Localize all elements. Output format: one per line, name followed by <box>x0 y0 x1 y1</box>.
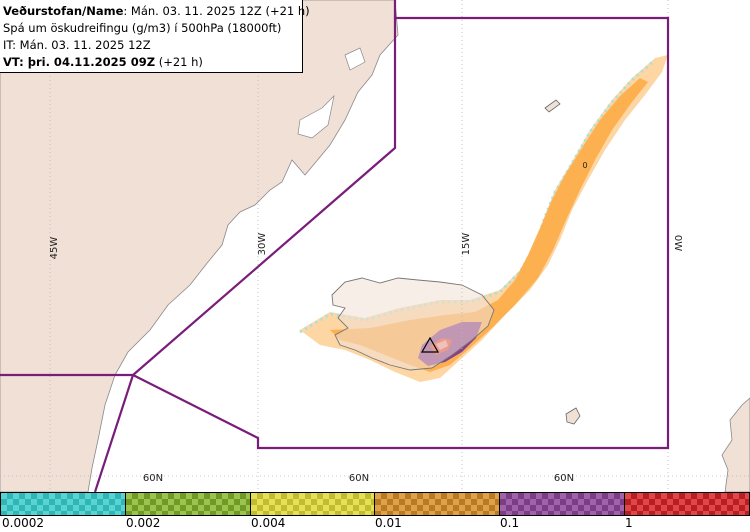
lon-label-45w: 45W <box>49 237 60 260</box>
jan-mayen-island <box>544 99 561 113</box>
contour-label: 0 <box>582 161 587 170</box>
colorbar-label-5: 0.1 <box>500 516 520 530</box>
color-scale-bar <box>0 492 750 516</box>
forecast-info-box: Veðurstofan/Name: Mán. 03. 11. 2025 12Z … <box>0 0 310 73</box>
header-line-2: Spá um öskudreifingu (g/m3) í 500hPa (18… <box>3 21 282 35</box>
colorbar-label-2: 0.002 <box>126 516 161 530</box>
lat-label-60n-1: 60N <box>143 473 163 484</box>
norway-coast <box>721 397 750 492</box>
colorbar-labels: 0.0002 0.002 0.004 0.01 0.1 1 <box>0 516 750 532</box>
fir-boundary <box>0 0 670 450</box>
header-line-1: Veðurstofan/Name: Mán. 03. 11. 2025 12Z … <box>3 4 310 18</box>
colorbar-label-4: 0.01 <box>375 516 402 530</box>
colorbar-segment-1 <box>0 492 126 516</box>
colorbar-label-6: 1 <box>625 516 633 530</box>
lon-label-0w: 0W <box>672 235 683 251</box>
iceland-landmass <box>331 277 495 371</box>
colorbar-segment-6 <box>625 492 750 516</box>
colorbar-label-1: 0.0002 <box>2 516 44 530</box>
faroe-islands <box>565 407 581 425</box>
volcano-marker <box>420 336 440 353</box>
colorbar-segment-3 <box>251 492 375 516</box>
greenland-fjord <box>297 94 335 139</box>
header-line-3: IT: Mán. 03. 11. 2025 12Z <box>3 38 151 52</box>
ash-dispersion-map: 45W 30W 15W 0W 60N 60N 60N 0 <box>0 0 750 492</box>
greenland-landmass <box>0 0 399 492</box>
graticule <box>0 0 750 492</box>
colorbar-segment-2 <box>126 492 251 516</box>
fir-boundary-west <box>93 18 397 492</box>
lon-label-15w: 15W <box>461 233 472 256</box>
colorbar-segment-5 <box>500 492 625 516</box>
lon-label-30w: 30W <box>257 233 268 256</box>
lat-label-60n-2: 60N <box>349 473 369 484</box>
lat-label-60n-3: 60N <box>554 473 574 484</box>
greenland-fjord-2 <box>344 47 366 71</box>
header-line-4: VT: þri. 04.11.2025 09Z (+21 h) <box>3 55 203 69</box>
colorbar-label-3: 0.004 <box>251 516 286 530</box>
colorbar-segment-4 <box>375 492 500 516</box>
